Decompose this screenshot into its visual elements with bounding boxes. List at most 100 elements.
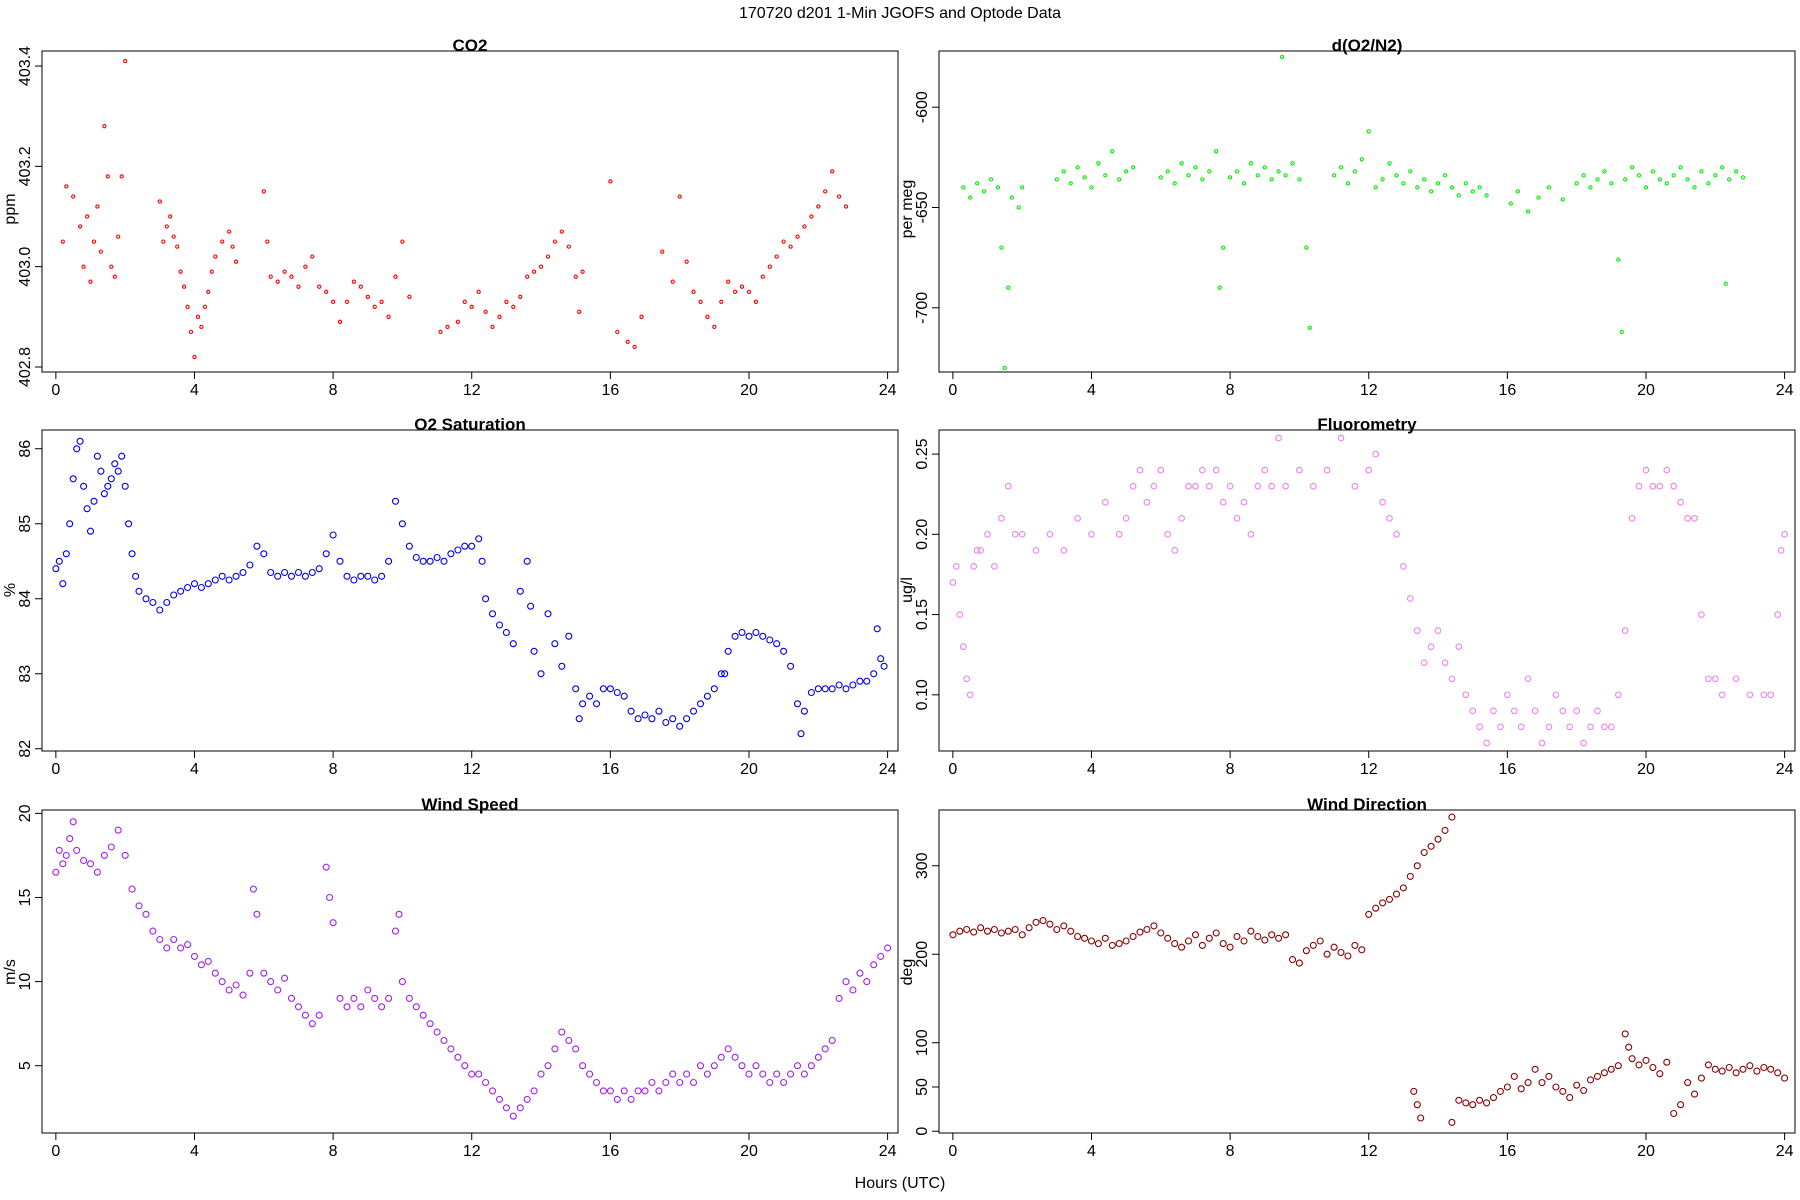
- data-point: [433, 1028, 441, 1036]
- data-point: [1290, 161, 1295, 166]
- data-point: [90, 497, 98, 505]
- data-point: [1663, 466, 1671, 474]
- y-tick-label: 83: [17, 665, 34, 683]
- data-point: [977, 924, 985, 932]
- data-point: [337, 319, 343, 324]
- data-point: [440, 1036, 448, 1045]
- data-point: [1621, 1030, 1629, 1038]
- data-point: [1157, 929, 1165, 937]
- data-point: [1330, 943, 1338, 951]
- data-point: [1046, 920, 1054, 928]
- data-point: [625, 339, 630, 345]
- data-point: [1178, 514, 1185, 522]
- data-point: [77, 224, 83, 229]
- data-point: [1193, 165, 1198, 170]
- data-point: [981, 189, 987, 194]
- data-point: [98, 249, 104, 254]
- y-tick-label: 10: [17, 973, 34, 991]
- data-point: [1677, 1101, 1685, 1109]
- data-point: [358, 284, 363, 289]
- data-point: [393, 274, 398, 279]
- plot-frame: [938, 809, 1796, 1134]
- data-point: [267, 568, 275, 577]
- data-point: [294, 1003, 303, 1011]
- data-point: [343, 1003, 351, 1011]
- data-point: [391, 497, 400, 505]
- data-point: [724, 1045, 732, 1053]
- data-point: [698, 299, 703, 304]
- y-tick-label: 100: [914, 1029, 931, 1056]
- data-point: [877, 655, 885, 663]
- x-tick-label: 4: [1087, 1143, 1096, 1160]
- data-point: [599, 685, 607, 693]
- data-point: [1316, 937, 1324, 945]
- data-point: [880, 662, 888, 670]
- data-point: [211, 969, 219, 977]
- data-point: [1455, 643, 1463, 651]
- data-point: [753, 299, 759, 304]
- data-point: [170, 591, 178, 599]
- y-tick-label: 85: [17, 515, 34, 533]
- data-point: [1642, 1056, 1650, 1064]
- x-tick-label: 0: [948, 382, 957, 399]
- y-tick-label: 15: [17, 888, 34, 906]
- x-tick-label: 4: [1087, 761, 1096, 778]
- y-tick-label: 200: [914, 941, 931, 968]
- data-point: [1774, 1069, 1782, 1077]
- y-tick-label: 86: [17, 440, 34, 458]
- data-point: [135, 902, 143, 910]
- data-point: [1269, 177, 1274, 182]
- x-tick-label: 4: [190, 1143, 199, 1160]
- data-point: [1358, 946, 1366, 954]
- data-point: [1462, 1099, 1470, 1107]
- data-point: [572, 1045, 580, 1053]
- data-point: [592, 700, 601, 708]
- data-point: [586, 1070, 594, 1078]
- data-point: [190, 580, 199, 588]
- data-point: [655, 1087, 663, 1095]
- data-point: [1677, 498, 1684, 506]
- data-point: [364, 572, 372, 580]
- data-point: [157, 199, 162, 204]
- x-tick-label: 0: [948, 1143, 957, 1160]
- data-point: [81, 264, 86, 269]
- data-point: [1110, 149, 1115, 154]
- data-point: [1476, 723, 1483, 731]
- data-point: [301, 1011, 309, 1019]
- data-point: [1115, 530, 1123, 538]
- data-point: [378, 572, 386, 580]
- data-point: [344, 299, 350, 304]
- data-point: [999, 245, 1004, 250]
- data-point: [55, 557, 63, 565]
- data-point: [308, 568, 316, 577]
- data-point: [961, 185, 966, 190]
- data-point: [128, 885, 136, 893]
- data-point: [800, 1070, 808, 1078]
- x-tick-label: 16: [1498, 382, 1516, 399]
- x-tick-label: 12: [463, 382, 481, 399]
- data-point: [1233, 932, 1241, 941]
- data-point: [69, 475, 77, 483]
- data-point: [1656, 482, 1664, 490]
- data-point: [163, 598, 171, 607]
- x-tick-label: 8: [1226, 1143, 1235, 1160]
- data-point: [870, 670, 878, 678]
- x-tick-label: 16: [601, 382, 619, 399]
- data-point: [419, 1011, 427, 1019]
- data-point: [1566, 723, 1574, 731]
- data-point: [577, 309, 582, 314]
- data-point: [998, 514, 1005, 522]
- data-point: [426, 1020, 434, 1028]
- data-point: [1275, 434, 1282, 442]
- x-tick-label: 4: [190, 761, 199, 778]
- data-point: [1538, 1079, 1546, 1087]
- data-point: [1732, 1069, 1740, 1077]
- x-tick-label: 24: [1776, 761, 1794, 778]
- data-point: [398, 978, 406, 986]
- data-point: [606, 1087, 614, 1095]
- data-point: [1614, 1062, 1622, 1070]
- data-point: [1372, 904, 1380, 912]
- data-point: [797, 730, 805, 738]
- data-point: [412, 553, 420, 562]
- data-point: [100, 490, 108, 498]
